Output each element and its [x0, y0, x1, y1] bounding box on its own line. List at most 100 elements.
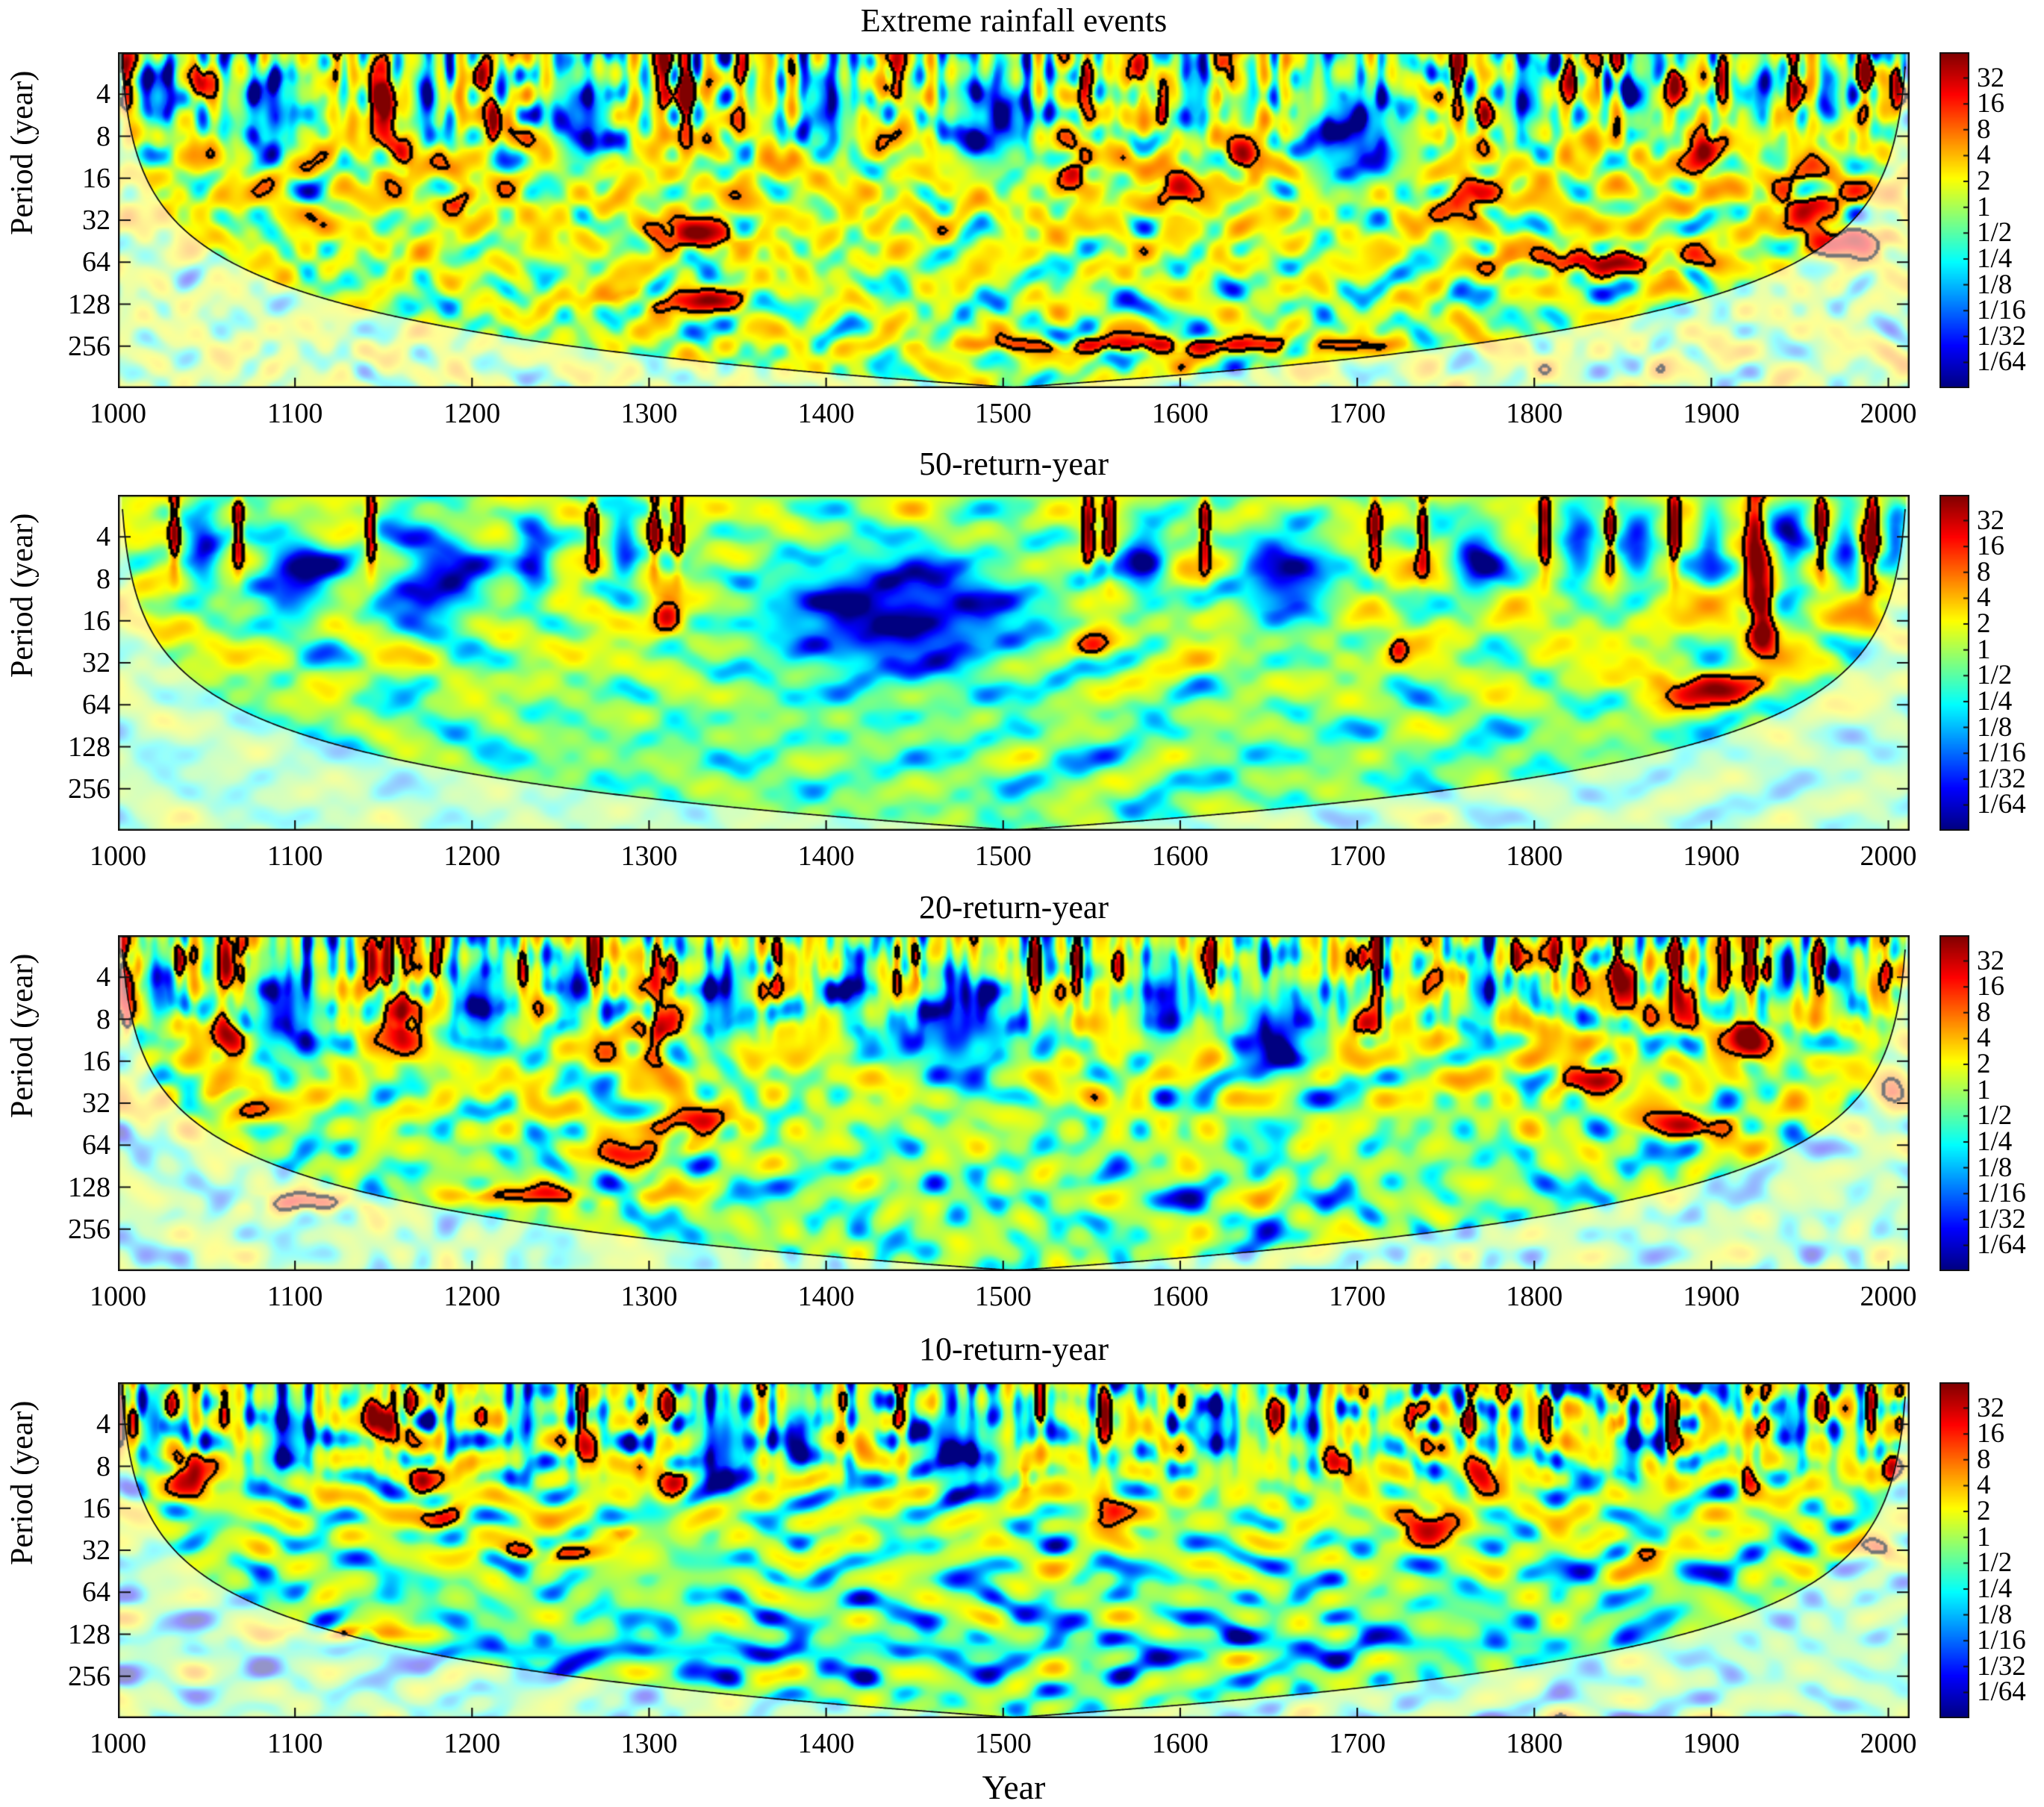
x-tick-label: 1300	[620, 840, 678, 872]
colorbar: 32 16 8 4 2 1 1/2 1/4 1/8 1/16 1/32 1/64	[1939, 935, 2044, 1271]
colorbar-tick-label: 1/2	[1977, 1547, 2013, 1579]
wavelet-plot-3	[118, 935, 1910, 1271]
wavelet-plot-1	[118, 52, 1910, 388]
colorbar-tick-label: 1/16	[1977, 1625, 2026, 1656]
y-tick-label: 32	[82, 205, 110, 236]
colorbar-tick-label: 1/4	[1977, 1573, 2013, 1604]
panel-2-title: 50-return-year	[918, 446, 1109, 482]
colorbar-tick-label: 4	[1977, 1023, 1991, 1054]
colorbar-tick-label: 16	[1977, 971, 2004, 1002]
x-tick-label: 1200	[443, 1728, 501, 1759]
colorbar-gradient	[1939, 52, 1969, 388]
y-tick-label: 16	[82, 605, 110, 637]
colorbar-tick-label: 2	[1977, 1496, 1991, 1527]
y-tick-label: 32	[82, 1535, 110, 1566]
colorbar: 32 16 8 4 2 1 1/2 1/4 1/8 1/16 1/32 1/64	[1939, 495, 2044, 831]
y-tick-label: 256	[68, 1213, 110, 1245]
y-axis-ticks: 4 8 16 32 64 128 256	[0, 495, 110, 831]
colorbar-tick-label: 1/16	[1977, 737, 2026, 769]
x-axis-ticks: 1000 1100 1200 1300 1400 1500 1600 1700 1800 1900…	[90, 840, 1917, 874]
y-tick-label: 64	[82, 246, 110, 278]
y-tick-label: 4	[96, 78, 110, 110]
y-tick-label: 8	[96, 563, 110, 595]
colorbar-tick-label: 4	[1977, 140, 1991, 171]
x-tick-label: 1800	[1506, 1728, 1563, 1759]
x-tick-label: 2000	[1860, 398, 1917, 429]
colorbar-tick-label: 1	[1977, 191, 1991, 222]
coi-overlay-canvas	[118, 52, 1910, 388]
colorbar-tick-label: 1/2	[1977, 660, 2013, 691]
x-tick-label: 1100	[267, 1281, 323, 1312]
y-tick-label: 4	[96, 961, 110, 993]
y-tick-label: 16	[82, 1045, 110, 1077]
x-tick-label: 1500	[974, 398, 1032, 429]
y-tick-label: 8	[96, 1450, 110, 1482]
y-tick-label: 128	[68, 1618, 110, 1650]
y-tick-label: 256	[68, 1660, 110, 1692]
x-tick-label: 1300	[620, 1281, 678, 1312]
x-tick-label: 1500	[974, 840, 1032, 872]
colorbar-tick-label: 1/2	[1977, 1100, 2013, 1132]
colorbar-tick-label: 1/64	[1977, 346, 2026, 378]
colorbar-tick-label: 1/16	[1977, 295, 2026, 326]
x-tick-label: 1000	[90, 1728, 146, 1759]
x-tick-label: 1400	[797, 1281, 855, 1312]
y-tick-label: 128	[68, 1171, 110, 1203]
colorbar-tick-label: 1/4	[1977, 243, 2013, 274]
panel-4-title: 10-return-year	[918, 1331, 1109, 1367]
x-tick-label: 1100	[267, 398, 323, 429]
colorbar-tick-label: 32	[1977, 945, 2004, 976]
x-tick-label: 1000	[90, 398, 146, 429]
x-tick-label: 1900	[1683, 840, 1740, 872]
y-axis-ticks: 4 8 16 32 64 128 256	[0, 52, 110, 388]
colorbar-tick-label: 1/8	[1977, 711, 2013, 743]
colorbar-tick-label: 1	[1977, 634, 1991, 665]
colorbar-tick-label: 2	[1977, 608, 1991, 640]
colorbar-tick-label: 1/8	[1977, 269, 2013, 300]
colorbar-tick-label: 16	[1977, 88, 2004, 119]
colorbar-gradient	[1939, 935, 1969, 1271]
colorbar-tick-label: 1/32	[1977, 1650, 2026, 1682]
colorbar-tick-label: 8	[1977, 113, 1991, 145]
colorbar-tick-label: 1	[1977, 1074, 1991, 1105]
x-axis-ticks: 1000 1100 1200 1300 1400 1500 1600 1700 1800 1900…	[90, 1281, 1917, 1314]
x-tick-label: 2000	[1860, 1281, 1917, 1312]
colorbar-tick-label: 16	[1977, 531, 2004, 562]
x-tick-label: 1900	[1683, 1728, 1740, 1759]
y-tick-label: 256	[68, 773, 110, 805]
x-tick-label: 1800	[1506, 398, 1563, 429]
panel-1-title: Extreme rainfall events	[860, 2, 1168, 39]
colorbar-tick-label: 1/8	[1977, 1152, 2013, 1183]
colorbar-tick-label: 1/8	[1977, 1599, 2013, 1630]
x-tick-label: 1400	[797, 398, 855, 429]
x-tick-label: 1400	[797, 1728, 855, 1759]
x-tick-label: 1700	[1329, 1728, 1386, 1759]
x-tick-label: 1500	[974, 1728, 1032, 1759]
x-tick-label: 1100	[267, 840, 323, 872]
colorbar-tick-label: 1/2	[1977, 217, 2013, 249]
y-tick-label: 32	[82, 1087, 110, 1119]
x-tick-label: 1700	[1329, 1281, 1386, 1312]
x-tick-label: 1600	[1151, 1281, 1209, 1312]
x-axis-label: Year	[982, 1768, 1046, 1806]
colorbar-tick-label: 4	[1977, 1470, 1991, 1501]
colorbar-tick-label: 1/4	[1977, 1126, 2013, 1157]
colorbar-tick-label: 1/64	[1977, 789, 2026, 820]
x-tick-label: 1000	[90, 1281, 146, 1312]
panel-3-title: 20-return-year	[918, 889, 1109, 926]
x-tick-label: 1800	[1506, 840, 1563, 872]
colorbar-tick-label: 32	[1977, 62, 2004, 93]
x-tick-label: 1700	[1329, 840, 1386, 872]
x-tick-label: 1500	[974, 1281, 1032, 1312]
x-tick-label: 1600	[1151, 840, 1209, 872]
colorbar-tick-label: 1/32	[1977, 320, 2026, 352]
y-tick-label: 128	[68, 731, 110, 763]
x-tick-label: 1800	[1506, 1281, 1563, 1312]
y-tick-label: 8	[96, 1003, 110, 1035]
x-tick-label: 1700	[1329, 398, 1386, 429]
colorbar: 32 16 8 4 2 1 1/2 1/4 1/8 1/16 1/32 1/64	[1939, 1382, 2044, 1718]
x-tick-label: 1200	[443, 840, 501, 872]
colorbar-tick-label: 1/64	[1977, 1676, 2026, 1708]
x-tick-label: 1900	[1683, 1281, 1740, 1312]
colorbar-tick-label: 32	[1977, 1392, 2004, 1423]
